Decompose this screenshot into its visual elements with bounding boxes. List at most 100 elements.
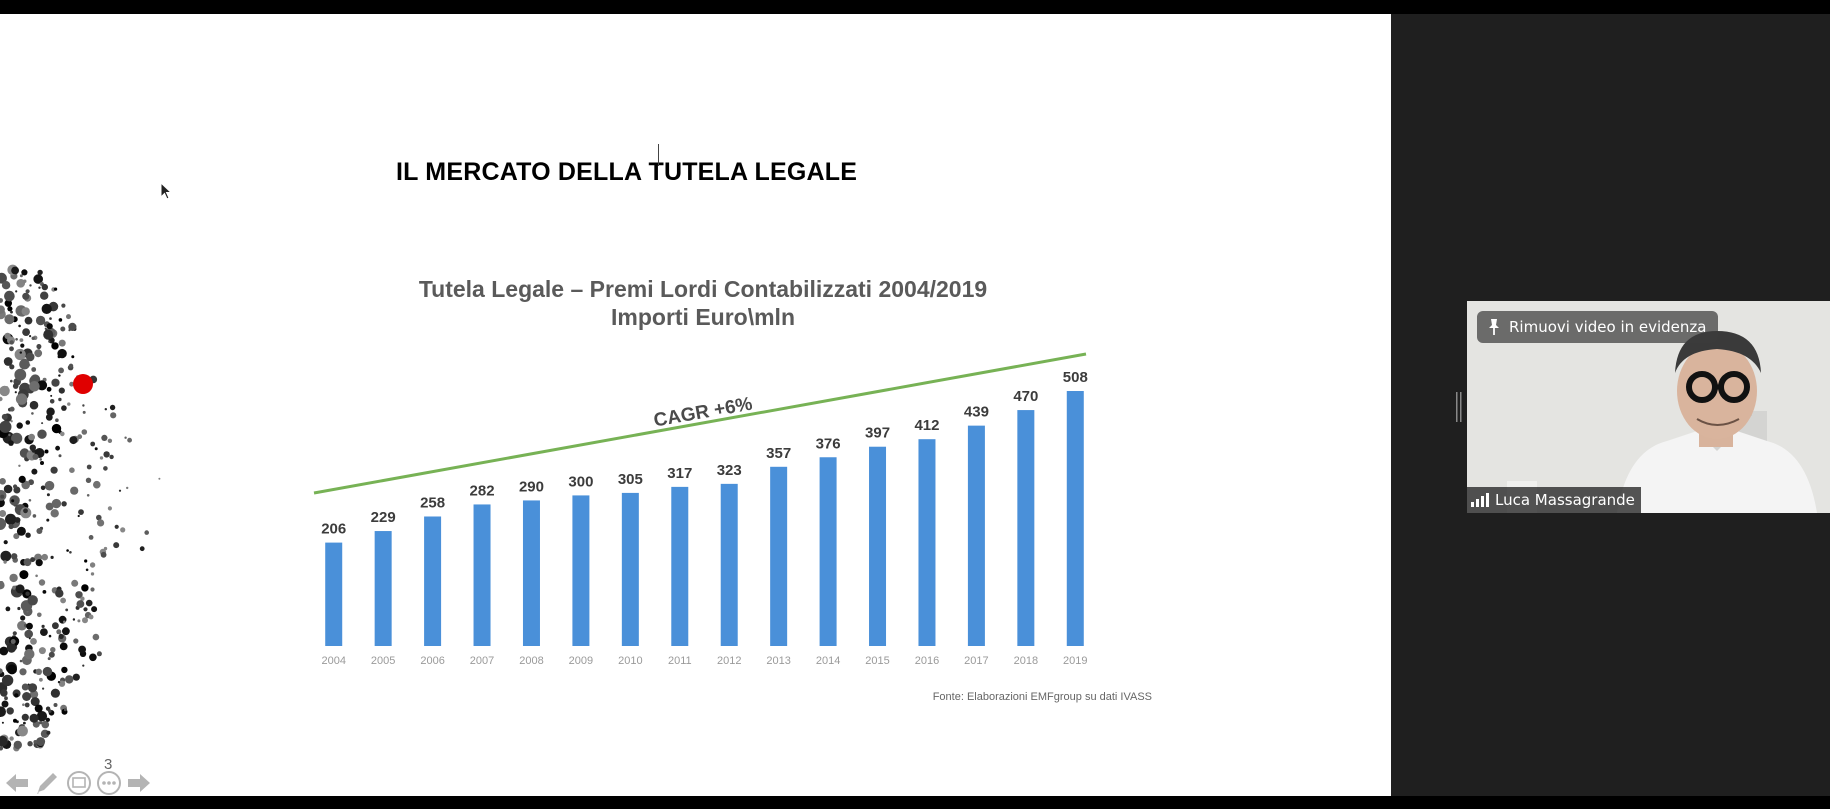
decorative-dot <box>46 407 55 416</box>
red-highlight-dot <box>73 374 93 394</box>
remove-spotlight-label: Rimuovi video in evidenza <box>1509 318 1707 336</box>
decorative-dot <box>71 355 75 359</box>
decorative-dot <box>77 434 83 440</box>
decorative-dot <box>36 711 48 722</box>
year-label-2008: 2008 <box>519 655 543 667</box>
decorative-dot <box>29 444 36 451</box>
decorative-dot <box>4 299 12 307</box>
decorative-dot <box>42 666 53 677</box>
decorative-dot <box>99 456 104 460</box>
decorative-dot <box>19 570 29 580</box>
decorative-dot <box>19 659 23 663</box>
decorative-dot <box>85 477 92 483</box>
decorative-dot <box>15 338 18 341</box>
decorative-dot <box>16 422 23 429</box>
decorative-dot <box>44 480 55 491</box>
decorative-dot <box>4 314 15 325</box>
pen-tool-icon[interactable] <box>34 770 60 796</box>
decorative-dot <box>4 696 8 701</box>
decorative-dot <box>39 720 43 725</box>
decorative-dot <box>4 290 15 302</box>
decorative-dot <box>30 638 37 645</box>
year-label-2007: 2007 <box>470 655 494 667</box>
decorative-dot <box>60 326 66 332</box>
decorative-dot <box>50 509 59 518</box>
decorative-dot <box>1 281 11 290</box>
decorative-dot <box>41 720 50 729</box>
decorative-dot <box>25 532 31 538</box>
decorative-dot <box>55 445 60 451</box>
next-slide-arrow-icon[interactable] <box>126 770 152 796</box>
decorative-dot <box>9 364 15 370</box>
decorative-dot <box>46 323 53 330</box>
decorative-dot <box>48 709 52 713</box>
decorative-dot <box>37 612 42 618</box>
decorative-dot <box>15 584 25 594</box>
decorative-dot <box>46 493 50 497</box>
value-label-2005: 229 <box>371 509 396 526</box>
spotlight-video-tile[interactable]: Rimuovi video in evidenza Luca Massagran… <box>1467 301 1830 513</box>
decorative-dot <box>63 620 66 624</box>
decorative-dot <box>7 306 13 312</box>
decorative-dot <box>35 668 42 675</box>
decorative-dot <box>24 316 33 325</box>
year-label-2004: 2004 <box>321 655 345 667</box>
decorative-dot <box>101 434 108 441</box>
decorative-dot <box>91 606 98 613</box>
decorative-dot <box>41 422 44 425</box>
more-options-icon[interactable] <box>96 770 122 796</box>
decorative-dot <box>46 518 50 522</box>
decorative-dot <box>50 394 53 397</box>
top-bar <box>0 0 1830 14</box>
year-label-2014: 2014 <box>816 655 840 667</box>
decorative-dot <box>103 546 108 551</box>
value-label-2019: 508 <box>1063 369 1088 386</box>
remove-spotlight-button[interactable]: Rimuovi video in evidenza <box>1477 311 1719 343</box>
decorative-dot <box>24 702 30 708</box>
decorative-dot <box>3 484 13 494</box>
decorative-dot <box>10 639 16 644</box>
decorative-dot <box>5 513 17 525</box>
decorative-dot <box>6 643 17 653</box>
decorative-dot <box>66 549 69 552</box>
decorative-dot <box>42 687 45 690</box>
bar-2016 <box>918 439 936 646</box>
decorative-dot <box>28 637 31 640</box>
decorative-dot <box>0 581 5 590</box>
decorative-dot <box>9 340 14 345</box>
decorative-dot <box>46 730 51 735</box>
decorative-dot <box>18 475 26 483</box>
decorative-dot <box>77 514 80 518</box>
decorative-dot <box>9 573 18 583</box>
decorative-dot <box>19 351 22 354</box>
decorative-dot <box>33 274 43 284</box>
decorative-dot <box>57 680 61 684</box>
decorative-dot <box>43 329 54 340</box>
decorative-dot <box>27 741 33 747</box>
decorative-dot <box>75 591 83 599</box>
decorative-dot <box>12 383 19 389</box>
previous-slide-arrow-icon[interactable] <box>4 770 30 796</box>
decorative-dot <box>82 410 86 414</box>
decorative-dot <box>0 517 7 530</box>
decorative-dot <box>0 689 8 697</box>
decorative-dot <box>31 468 38 475</box>
decorative-dot <box>8 433 11 437</box>
decorative-dot <box>41 283 44 286</box>
see-all-slides-icon[interactable] <box>66 770 92 796</box>
value-label-2007: 282 <box>470 482 495 499</box>
panel-splitter-handle[interactable] <box>1456 392 1462 422</box>
year-label-2005: 2005 <box>371 655 395 667</box>
decorative-dot <box>40 291 49 300</box>
decorative-dot <box>27 683 38 693</box>
decorative-dot <box>14 517 21 523</box>
decorative-dot <box>49 399 55 404</box>
decorative-dot <box>90 572 95 576</box>
value-label-2016: 412 <box>914 417 939 434</box>
decorative-dot <box>61 303 66 308</box>
decorative-dot <box>45 717 51 722</box>
decorative-dot <box>47 657 51 661</box>
year-label-2016: 2016 <box>915 655 939 667</box>
decorative-dot <box>0 706 6 717</box>
chart-source: Fonte: Elaborazioni EMFgroup su dati IVA… <box>933 691 1152 703</box>
